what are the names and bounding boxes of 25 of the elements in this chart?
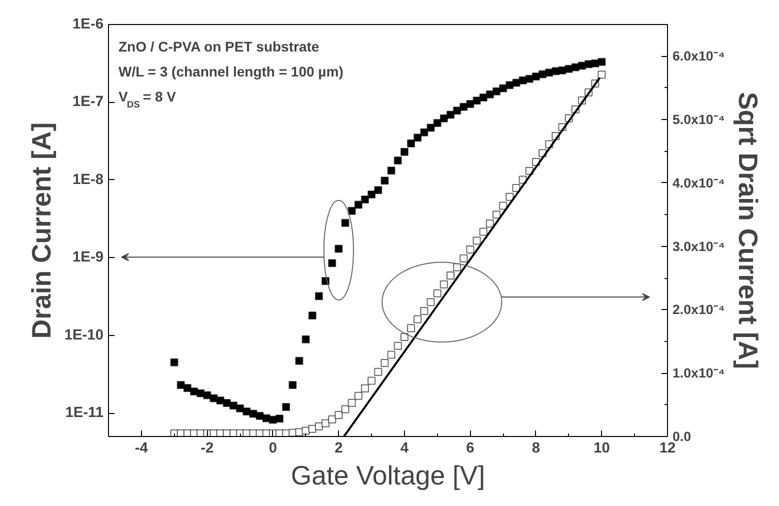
annotation: W/L = 3 (channel length = 100 µm) [118, 64, 344, 80]
y-tick-label: 1E-9 [72, 250, 104, 266]
y-tick-label: 1E-10 [64, 327, 104, 344]
x-tick-label: 6 [466, 440, 474, 456]
x-tick-label: 2 [334, 440, 343, 456]
y-axis-title: Drain Current [A] [26, 122, 56, 339]
y2-tick-label: 4.0x10⁻⁴ [672, 175, 725, 190]
y-tick-label: 1E-8 [72, 172, 104, 188]
y2-tick-label: 1.0x10⁻⁴ [672, 366, 725, 381]
y2-tick-label: 5.0x10⁻⁴ [672, 112, 725, 128]
x-tick-label: 10 [594, 440, 610, 456]
y-tick-label: 1E-6 [72, 16, 104, 32]
x-tick-label: 0 [268, 440, 277, 456]
x-axis-title: Gate Voltage [V] [290, 460, 486, 490]
x-tick-label: 4 [400, 440, 410, 456]
x-tick-label: -2 [200, 440, 214, 456]
x-tick-label: -4 [134, 440, 149, 456]
y2-axis-title: Sqrt Drain Current [A] [732, 92, 763, 369]
annotation: ZnO / C-PVA on PET substrate [118, 38, 320, 54]
y2-tick-label: 2.0x10⁻⁴ [672, 302, 725, 318]
y-tick-label: 1E-11 [65, 405, 104, 422]
y2-tick-label: 6.0x10⁻⁴ [672, 48, 725, 64]
y2-tick-label: 3.0x10⁻⁴ [672, 238, 725, 254]
x-tick-label: 8 [532, 440, 540, 456]
y-tick-label: 1E-7 [72, 94, 104, 110]
